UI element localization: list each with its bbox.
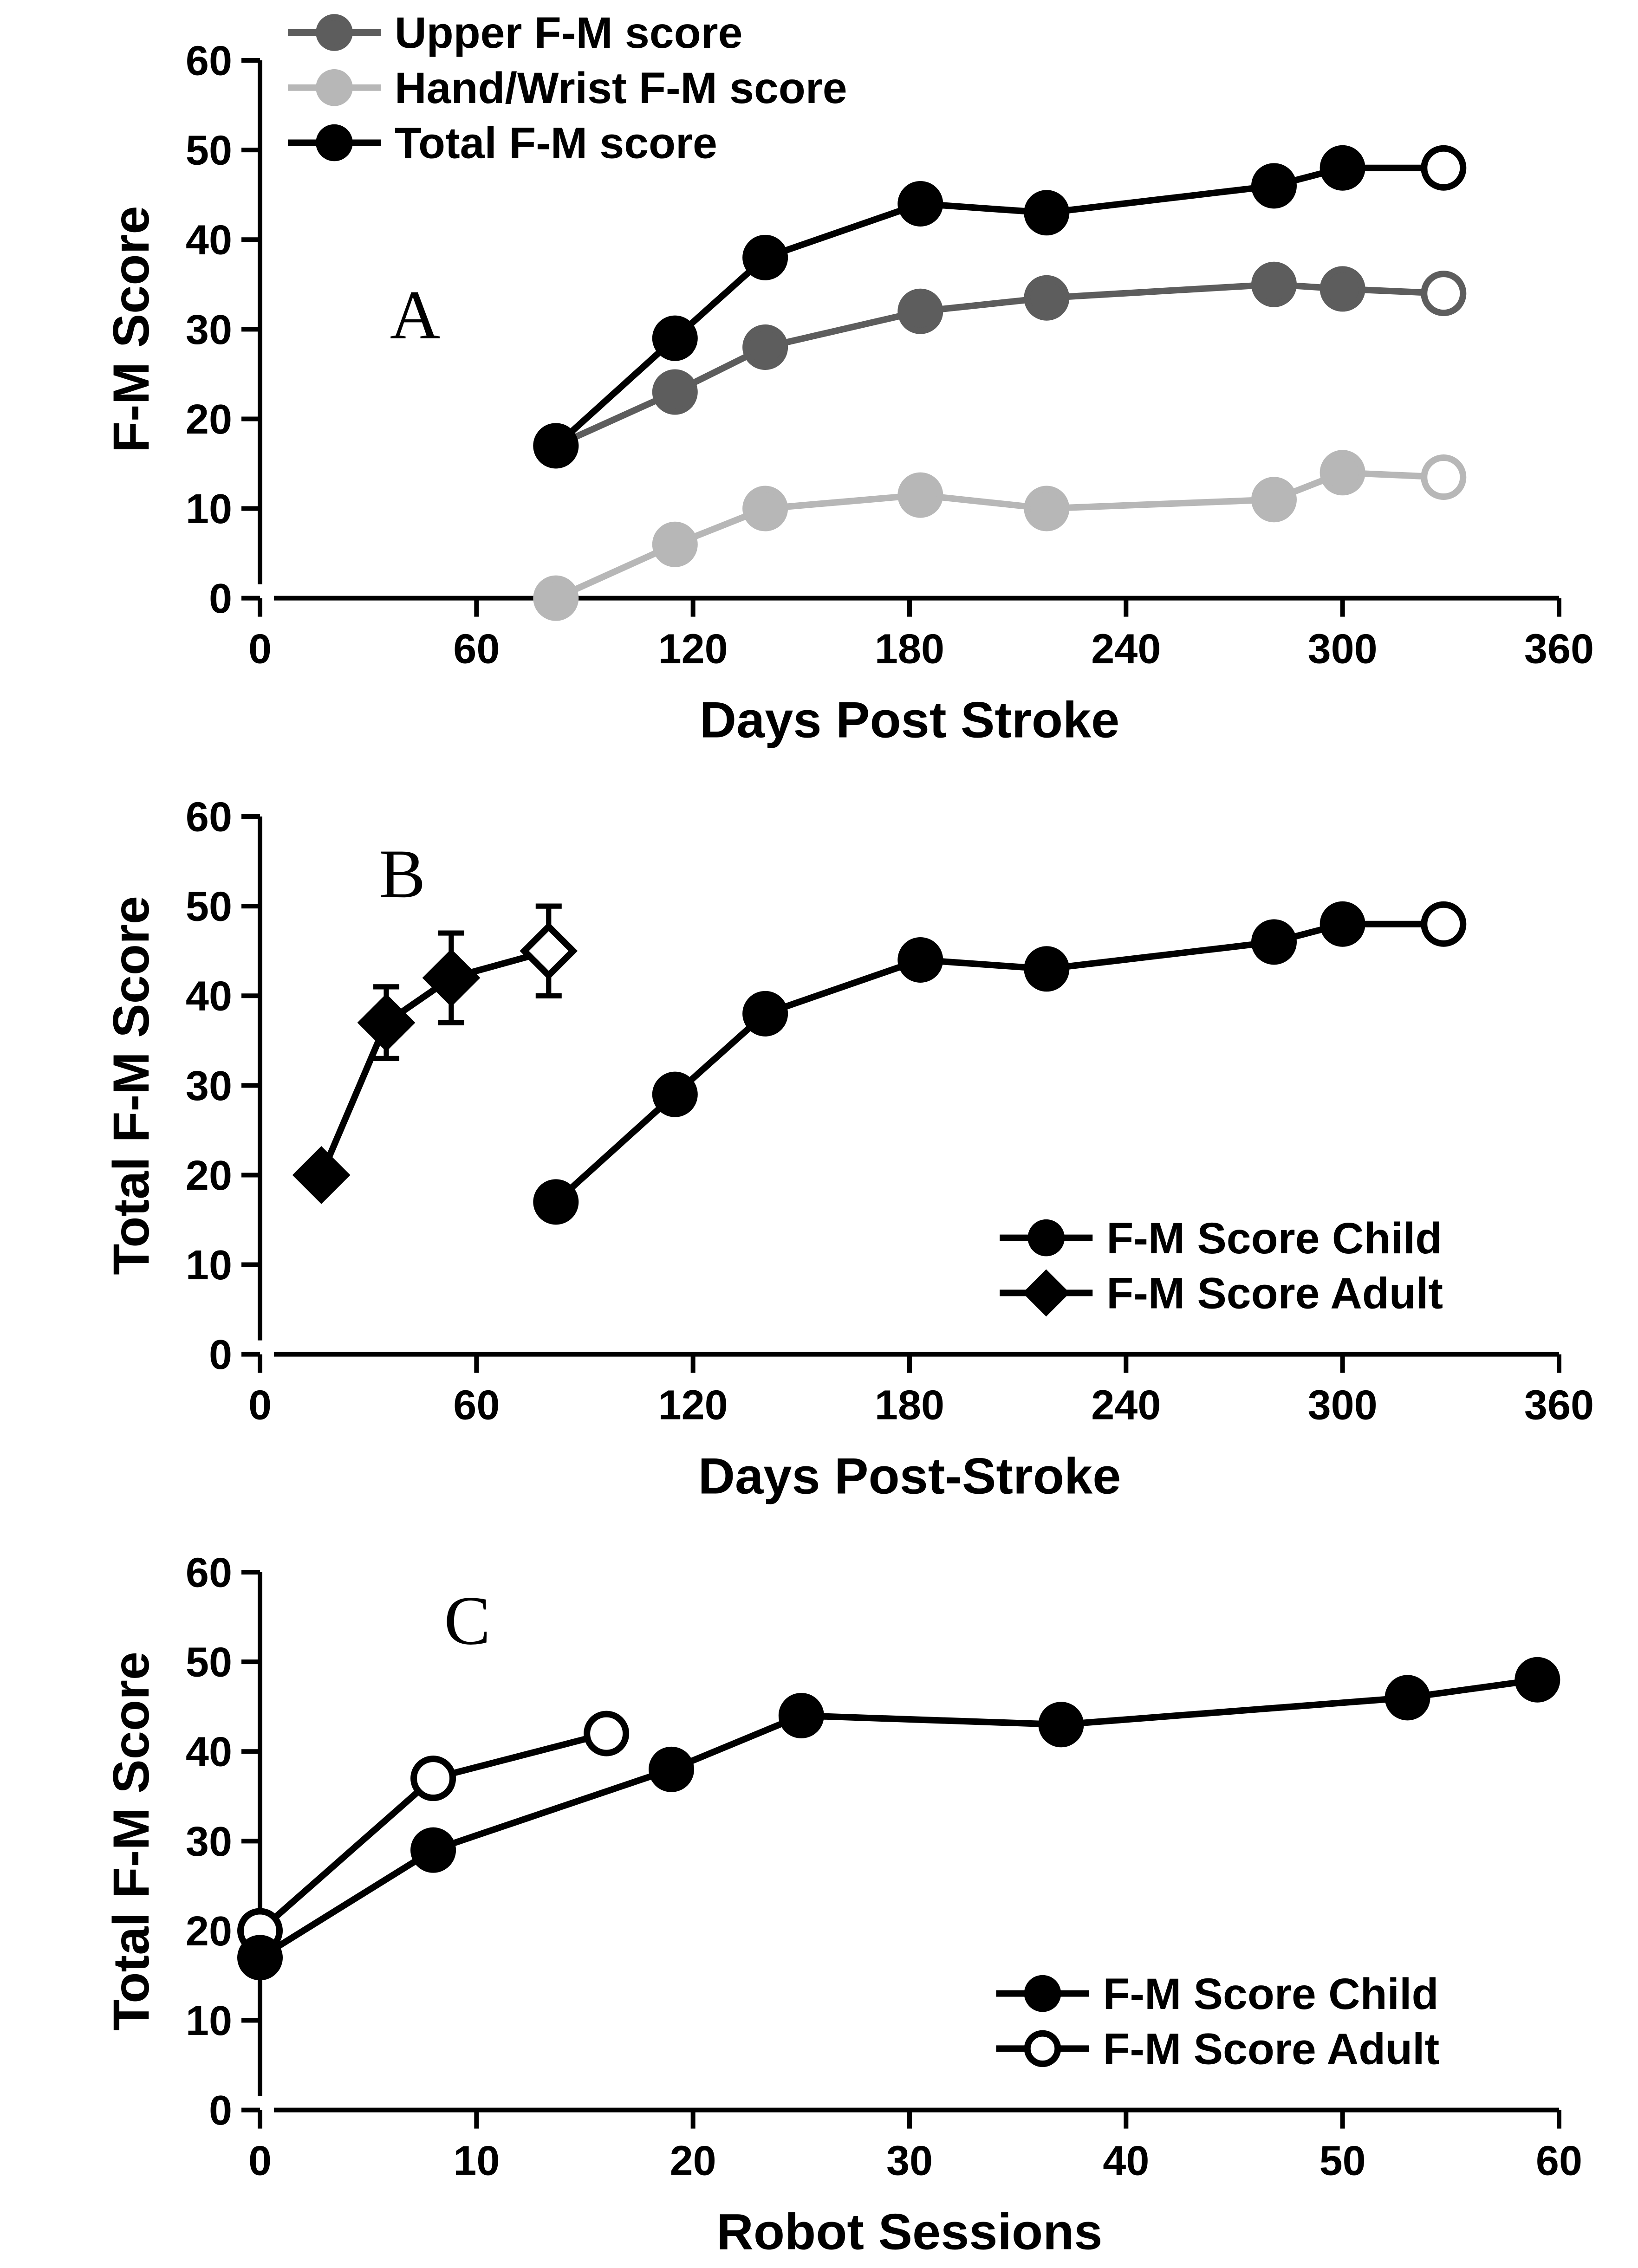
svg-text:Total F-M Score: Total F-M Score: [103, 896, 160, 1275]
svg-text:60: 60: [186, 38, 232, 84]
svg-text:240: 240: [1091, 1382, 1161, 1428]
svg-text:C: C: [444, 1582, 490, 1659]
svg-text:10: 10: [186, 486, 232, 532]
svg-text:30: 30: [186, 1063, 232, 1109]
svg-text:300: 300: [1308, 1382, 1378, 1428]
svg-text:40: 40: [186, 973, 232, 1019]
svg-text:10: 10: [186, 1242, 232, 1289]
svg-text:30: 30: [186, 1819, 232, 1865]
svg-text:20: 20: [186, 1153, 232, 1199]
svg-text:10: 10: [453, 2138, 500, 2184]
svg-text:F-M Score Adult: F-M Score Adult: [1106, 1269, 1443, 1318]
svg-text:B: B: [379, 835, 425, 912]
svg-text:50: 50: [186, 1639, 232, 1686]
svg-text:120: 120: [658, 1382, 728, 1428]
panel-a-chart: 0 60 120 180 240 300 360 0 10 20 30 40 50 60 Days Post…: [0, 0, 1638, 756]
panel-b-chart: 0 60 120 180 240 300 360 0 10 20 30 40 50 60 Days Post…: [0, 756, 1638, 1512]
svg-text:F-M Score Child: F-M Score Child: [1106, 1214, 1442, 1263]
svg-text:40: 40: [1103, 2138, 1149, 2184]
svg-text:60: 60: [1536, 2138, 1582, 2184]
svg-text:30: 30: [186, 307, 232, 353]
svg-text:Days Post Stroke: Days Post Stroke: [700, 692, 1120, 749]
svg-text:50: 50: [186, 883, 232, 930]
svg-text:10: 10: [186, 1998, 232, 2044]
svg-text:Upper F-M score: Upper F-M score: [395, 8, 742, 58]
svg-text:40: 40: [186, 217, 232, 264]
svg-text:20: 20: [186, 1908, 232, 1955]
svg-text:20: 20: [670, 2138, 716, 2184]
svg-text:360: 360: [1524, 1382, 1594, 1428]
svg-text:240: 240: [1091, 626, 1161, 673]
svg-text:180: 180: [875, 626, 944, 673]
svg-text:0: 0: [209, 2087, 232, 2134]
svg-text:A: A: [390, 277, 440, 354]
svg-text:Days Post-Stroke: Days Post-Stroke: [698, 1447, 1121, 1504]
svg-text:60: 60: [453, 626, 500, 673]
svg-text:60: 60: [186, 1550, 232, 1596]
svg-text:180: 180: [875, 1382, 944, 1428]
svg-text:0: 0: [209, 576, 232, 622]
svg-text:60: 60: [453, 1382, 500, 1428]
panel-c-chart: 0 10 20 30 40 50 60 0 10 20 30 40 50 60 Robot Sessions…: [0, 1512, 1638, 2268]
svg-text:50: 50: [1320, 2138, 1366, 2184]
svg-text:Total F-M score: Total F-M score: [395, 119, 717, 168]
svg-text:120: 120: [658, 626, 728, 673]
svg-text:360: 360: [1524, 626, 1594, 673]
svg-text:60: 60: [186, 794, 232, 840]
svg-text:Hand/Wrist F-M score: Hand/Wrist F-M score: [395, 64, 847, 113]
svg-text:Robot Sessions: Robot Sessions: [716, 2203, 1102, 2261]
svg-text:50: 50: [186, 128, 232, 174]
svg-text:300: 300: [1308, 626, 1378, 673]
svg-text:0: 0: [248, 626, 272, 673]
svg-text:0: 0: [248, 1382, 272, 1428]
page-root: 0601201802403003600102030405060Days Post…: [0, 0, 1638, 2268]
svg-text:20: 20: [186, 396, 232, 443]
svg-text:F-M Score Adult: F-M Score Adult: [1103, 2025, 1440, 2074]
svg-text:0: 0: [209, 1332, 232, 1378]
svg-text:F-M Score Child: F-M Score Child: [1103, 1970, 1439, 2019]
svg-text:Total F-M Score: Total F-M Score: [103, 1652, 160, 2031]
svg-text:40: 40: [186, 1729, 232, 1776]
svg-text:F-M Score: F-M Score: [103, 206, 160, 453]
svg-text:30: 30: [886, 2138, 933, 2184]
svg-text:0: 0: [248, 2138, 272, 2184]
